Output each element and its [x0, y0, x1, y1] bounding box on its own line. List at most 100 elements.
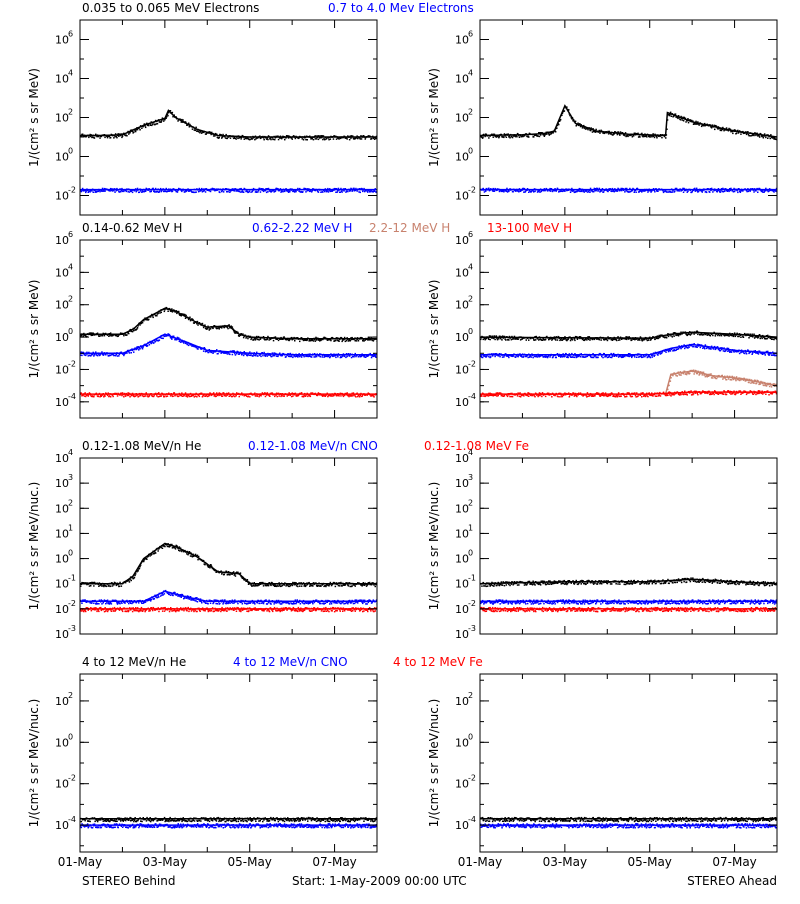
- y-axis-label: 1/(cm² s sr MeV): [27, 68, 41, 167]
- y-tick-exponent: 0: [468, 147, 473, 156]
- data-point: [740, 337, 742, 339]
- data-point: [619, 134, 621, 136]
- series-ff0000: [80, 392, 378, 398]
- data-point: [720, 191, 722, 193]
- data-point: [672, 191, 674, 193]
- data-point: [247, 338, 249, 340]
- data-point: [308, 356, 310, 358]
- data-point: [588, 339, 590, 341]
- y-tick-base: 10: [55, 112, 69, 125]
- data-point: [355, 138, 357, 140]
- data-point: [674, 191, 676, 193]
- data-point: [94, 137, 96, 139]
- data-point: [145, 395, 147, 397]
- data-point: [371, 138, 373, 140]
- data-point: [698, 191, 700, 193]
- data-point: [702, 374, 704, 376]
- data-point: [257, 191, 259, 193]
- data-point: [506, 137, 508, 139]
- data-point: [274, 355, 276, 357]
- data-point: [684, 348, 686, 350]
- series-ff0000: [480, 390, 778, 398]
- data-point: [732, 133, 734, 135]
- data-point: [765, 137, 767, 139]
- data-point: [569, 396, 571, 398]
- data-point: [674, 350, 676, 352]
- data-point: [648, 339, 650, 341]
- data-point: [614, 339, 616, 341]
- y-tick-label: 10-4: [55, 392, 76, 409]
- data-point: [589, 339, 591, 341]
- data-point: [544, 136, 546, 138]
- series-000000: [480, 106, 778, 141]
- data-point: [485, 190, 487, 192]
- data-point: [284, 139, 286, 141]
- data-point: [508, 191, 510, 193]
- data-point: [142, 348, 144, 350]
- data-point: [585, 395, 587, 397]
- data-point: [255, 395, 256, 397]
- data-point: [512, 191, 514, 193]
- data-point: [498, 338, 500, 340]
- data-point: [647, 396, 649, 398]
- data-point: [670, 335, 672, 337]
- data-point: [751, 354, 753, 356]
- data-point: [151, 343, 153, 345]
- legend-entry: 13-100 MeV H: [487, 221, 572, 235]
- data-point: [141, 192, 143, 194]
- data-point: [105, 354, 107, 356]
- plot-frame: [80, 20, 377, 215]
- data-point: [96, 191, 98, 193]
- data-point: [128, 333, 130, 335]
- data-point: [253, 354, 255, 356]
- data-point: [668, 336, 670, 338]
- data-point: [222, 136, 224, 138]
- data-point: [373, 340, 375, 342]
- data-point: [337, 356, 339, 358]
- y-axis-label: 1/(cm² s sr MeV): [427, 68, 441, 167]
- data-point: [488, 356, 490, 358]
- data-point: [217, 353, 219, 355]
- data-point: [172, 191, 174, 193]
- data-point: [99, 137, 101, 139]
- data-point: [235, 354, 237, 356]
- data-point: [203, 350, 205, 352]
- data-point: [557, 396, 559, 398]
- data-point: [123, 355, 125, 357]
- data-point: [355, 396, 357, 398]
- data-point: [526, 339, 528, 341]
- data-point: [125, 395, 127, 397]
- data-point: [227, 353, 229, 355]
- data-point: [227, 138, 229, 140]
- data-layer: [80, 110, 378, 193]
- data-point: [528, 192, 530, 194]
- data-point: [537, 135, 539, 137]
- data-point: [359, 396, 361, 398]
- data-point: [93, 192, 95, 194]
- data-point: [239, 353, 241, 355]
- data-point: [284, 191, 286, 193]
- data-point: [516, 136, 518, 138]
- data-point: [219, 328, 221, 330]
- data-point: [112, 190, 114, 192]
- data-point: [235, 138, 237, 140]
- data-point: [611, 357, 613, 359]
- data-point: [535, 339, 537, 341]
- data-layer: [480, 331, 778, 398]
- data-point: [627, 136, 629, 138]
- data-point: [127, 191, 128, 193]
- y-tick-exponent: 0: [68, 147, 73, 156]
- data-point: [738, 336, 740, 338]
- data-point: [375, 138, 377, 140]
- data-point: [572, 339, 574, 341]
- data-point: [712, 191, 714, 193]
- data-point: [503, 137, 505, 139]
- data-point: [274, 139, 276, 141]
- data-point: [139, 129, 141, 131]
- data-point: [227, 191, 229, 193]
- data-point: [356, 340, 358, 342]
- data-point: [556, 190, 558, 192]
